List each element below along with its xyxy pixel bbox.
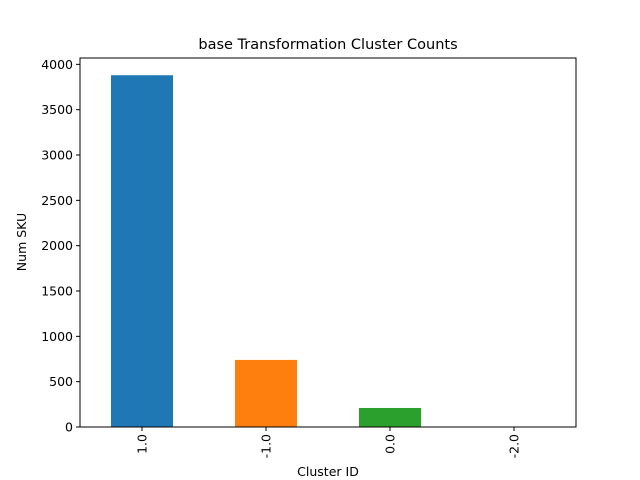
chart-title: base Transformation Cluster Counts	[198, 37, 457, 53]
y-tick-label: 2000	[41, 238, 73, 253]
x-tick-label: -2.0	[507, 434, 522, 458]
bar--1.0	[235, 359, 297, 427]
x-tick-label: -1.0	[259, 434, 274, 458]
y-tick-label: 500	[49, 374, 73, 389]
plot-area-frame	[79, 57, 577, 428]
bars-layer	[111, 75, 545, 427]
y-tick-label: 0	[65, 420, 73, 435]
y-axis: 0 500 1000 1500 2000 2500 3000 3500 4000	[41, 57, 80, 435]
y-tick-label: 1000	[41, 329, 73, 344]
y-axis-label: Num SKU	[14, 213, 29, 271]
bar-1.0	[111, 75, 173, 427]
x-tick-label: 1.0	[135, 434, 150, 454]
bar-0.0	[359, 407, 421, 427]
x-axis-label: Cluster ID	[297, 464, 359, 479]
y-tick-label: 3000	[41, 148, 73, 163]
x-axis: 1.0 -1.0 0.0 -2.0	[135, 427, 522, 458]
y-tick-label: 4000	[41, 57, 73, 72]
y-tick-label: 2500	[41, 193, 73, 208]
y-tick-label: 1500	[41, 284, 73, 299]
y-tick-label: 3500	[41, 102, 73, 117]
x-tick-label: 0.0	[383, 434, 398, 454]
